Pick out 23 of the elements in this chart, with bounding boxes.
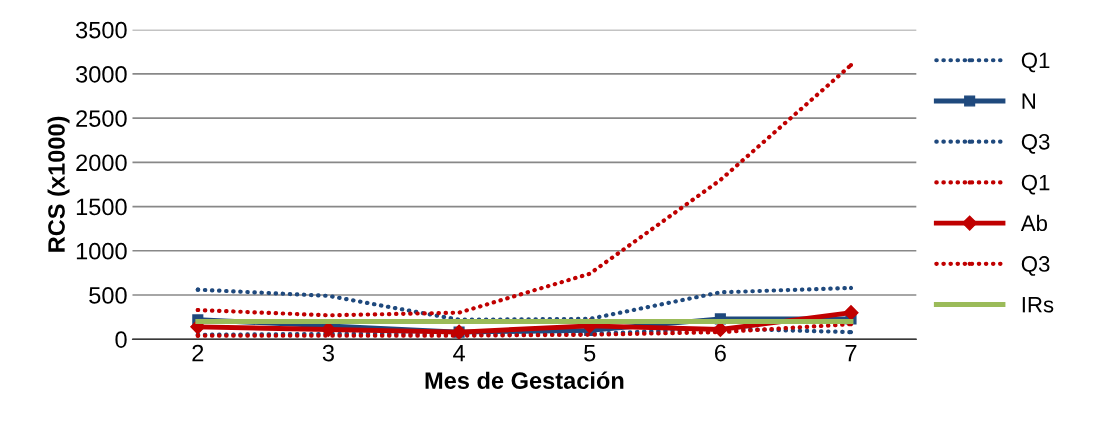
y-tick-label: 1500: [76, 198, 127, 216]
x-tick-label: 6: [714, 344, 726, 362]
y-tick-label: 2500: [76, 110, 127, 127]
x-tick-label: 3: [322, 344, 334, 362]
x-tick-label: 5: [584, 344, 596, 362]
x-tick-label: 7: [845, 344, 857, 362]
legend-label: N: [1022, 93, 1035, 109]
x-tick-label: 2: [192, 344, 204, 362]
y-tick-label: 3500: [76, 21, 127, 39]
y-tick-label: 3000: [76, 65, 127, 83]
y-axis-title: RCS (x1000): [47, 116, 70, 252]
legend-label: Q1: [1021, 174, 1050, 195]
x-axis-title: Mes de Gestación: [425, 371, 624, 389]
y-tick-label: 0: [115, 331, 127, 348]
legend-label: Q3: [1021, 133, 1050, 154]
legend-label: Q3: [1021, 256, 1050, 276]
y-tick-label: 500: [89, 287, 127, 304]
x-tick-label: 4: [453, 344, 465, 362]
y-tick-label: 2000: [76, 154, 127, 172]
legend-label: Ab: [1020, 214, 1048, 232]
legend-label: Q1: [1021, 52, 1050, 73]
legend-label: IRs: [1022, 297, 1054, 313]
y-tick-label: 1000: [76, 242, 127, 260]
